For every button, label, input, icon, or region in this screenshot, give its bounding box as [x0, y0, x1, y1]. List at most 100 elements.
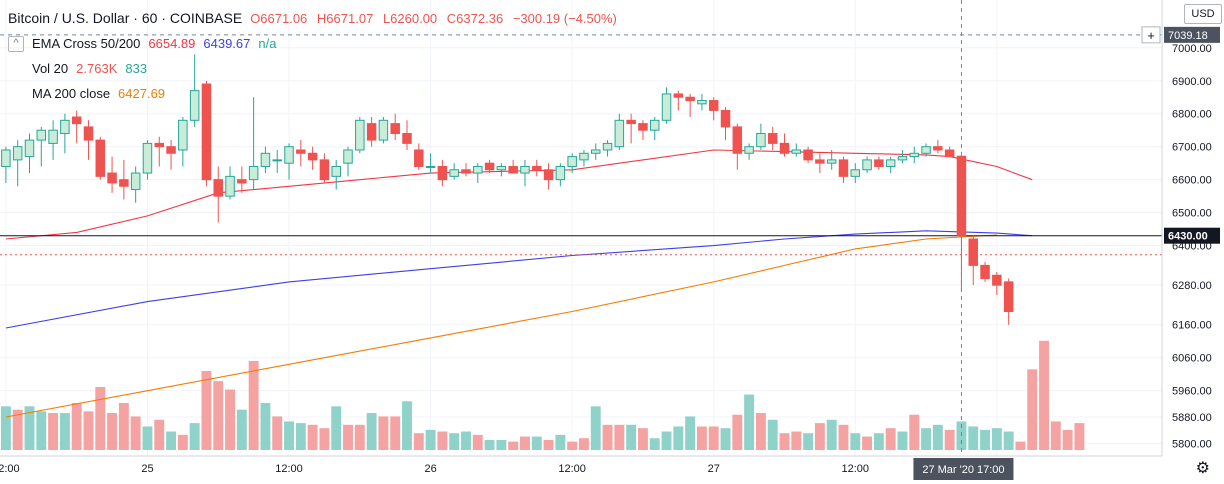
volume-bar	[48, 413, 59, 450]
volume-bar	[803, 433, 814, 450]
volume-bar	[319, 428, 330, 450]
settings-gear-icon[interactable]: ⚙	[1195, 460, 1210, 477]
crosshair-time-label-bg	[913, 458, 1014, 480]
candle-body	[260, 152, 271, 167]
candle-body	[744, 146, 754, 154]
volume-bar	[944, 429, 955, 450]
price-tick-label: 6800.00	[1172, 109, 1212, 121]
symbol-title: Bitcoin / U.S. Dollar · 60 · COINBASE	[8, 10, 243, 26]
volume-bar	[213, 381, 224, 450]
volume-bar	[1039, 340, 1049, 450]
volume-bar	[921, 428, 932, 450]
price-tick-label: 5800.00	[1172, 438, 1212, 450]
price-tick-label: 6160.00	[1172, 320, 1212, 332]
volume-bar	[520, 436, 530, 450]
candle-body	[95, 139, 106, 177]
ma-legend-row[interactable]: MA 200 close 6427.69	[8, 81, 623, 106]
volume-bar	[779, 433, 790, 450]
volume-bar	[1015, 441, 1026, 450]
candle-body	[992, 274, 1002, 286]
candle-body	[732, 126, 743, 154]
volume-bar	[1074, 423, 1085, 450]
volume-legend-row[interactable]: Vol 20 2.763K 833	[8, 56, 623, 81]
candle-body	[720, 109, 731, 128]
volume-bar	[331, 406, 342, 450]
ma-label[interactable]: MA 200 close	[32, 86, 111, 101]
add-alert-plus-icon[interactable]: +	[1147, 28, 1155, 43]
candle-body	[225, 175, 235, 197]
candle-body	[83, 126, 94, 141]
volume-ma-value: 833	[125, 61, 148, 76]
candle-body	[885, 159, 896, 167]
volume-bar	[248, 360, 259, 450]
ema-legend-row[interactable]: ^ EMA Cross 50/200 6654.89 6439.67 n/a	[8, 31, 623, 56]
candle-body	[189, 90, 200, 121]
candle-body	[355, 119, 365, 151]
ohlc-values: O6671.06 H6671.07 L6260.00 C6372.36 −300…	[250, 10, 623, 27]
volume-bar	[484, 439, 495, 450]
volume-label[interactable]: Vol 20	[32, 61, 69, 76]
candle-body	[24, 139, 35, 158]
candle-body	[248, 165, 259, 181]
candle-body	[567, 156, 577, 167]
collapse-indicators-icon[interactable]: ^	[8, 35, 24, 52]
add-alert-button[interactable]	[1141, 26, 1161, 44]
volume-bar	[225, 389, 235, 450]
candle-body	[508, 165, 518, 174]
candle-body	[590, 149, 601, 154]
volume-bar	[909, 414, 920, 450]
candle-body	[390, 123, 400, 134]
price-tick-label: 6060.00	[1172, 353, 1212, 365]
volume-bar	[437, 431, 448, 450]
volume-bar	[897, 431, 908, 450]
chart-legend: Bitcoin / U.S. Dollar · 60 · COINBASE O6…	[8, 6, 623, 106]
volume-bar	[201, 371, 212, 450]
price-marker-label: 6430.00	[1168, 231, 1208, 243]
symbol-row: Bitcoin / U.S. Dollar · 60 · COINBASE O6…	[8, 6, 623, 31]
candle-body	[638, 123, 648, 131]
volume-bar	[614, 424, 625, 450]
candle-body	[307, 152, 318, 161]
candle-body	[779, 142, 790, 154]
volume-bar	[850, 433, 861, 450]
volume-bar	[295, 423, 306, 450]
volume-bar	[461, 431, 471, 450]
volume-bar	[425, 429, 436, 450]
candle-body	[378, 119, 389, 141]
candle-body	[980, 264, 990, 280]
volume-bar	[814, 423, 825, 450]
volume-bar	[767, 419, 778, 450]
volume-bar	[826, 419, 837, 450]
volume-bar	[531, 436, 542, 450]
time-tick-label: 12:00	[842, 463, 870, 475]
volume-bar	[685, 416, 696, 450]
crosshair-price-label-bg	[1164, 26, 1220, 43]
candle-body	[154, 142, 165, 148]
candle-body	[815, 159, 825, 164]
candle-body	[71, 116, 82, 125]
volume-bar	[390, 416, 401, 450]
candle-body	[237, 179, 247, 184]
candle-body	[520, 165, 530, 174]
price-tick-label: 6900.00	[1172, 76, 1212, 88]
volume-bar	[272, 416, 283, 450]
price-tick-label: 6600.00	[1172, 175, 1212, 187]
candle-body	[673, 93, 684, 98]
ema-label[interactable]: EMA Cross 50/200	[32, 36, 141, 51]
volume-bar	[189, 423, 200, 450]
candle-body	[36, 129, 47, 141]
volume-bar	[12, 409, 23, 450]
volume-bar	[661, 431, 672, 450]
price-tick-label: 5880.00	[1172, 412, 1212, 424]
candle-body	[343, 149, 353, 164]
currency-button[interactable]: USD	[1184, 4, 1222, 24]
candle-body	[862, 159, 872, 171]
volume-bar	[413, 433, 424, 450]
price-tick-label: 7000.00	[1172, 43, 1212, 55]
candle-body	[12, 146, 23, 161]
candle-body	[178, 119, 188, 151]
candle-body	[414, 149, 424, 167]
candle-body	[1003, 281, 1014, 313]
volume-bar	[720, 428, 731, 450]
